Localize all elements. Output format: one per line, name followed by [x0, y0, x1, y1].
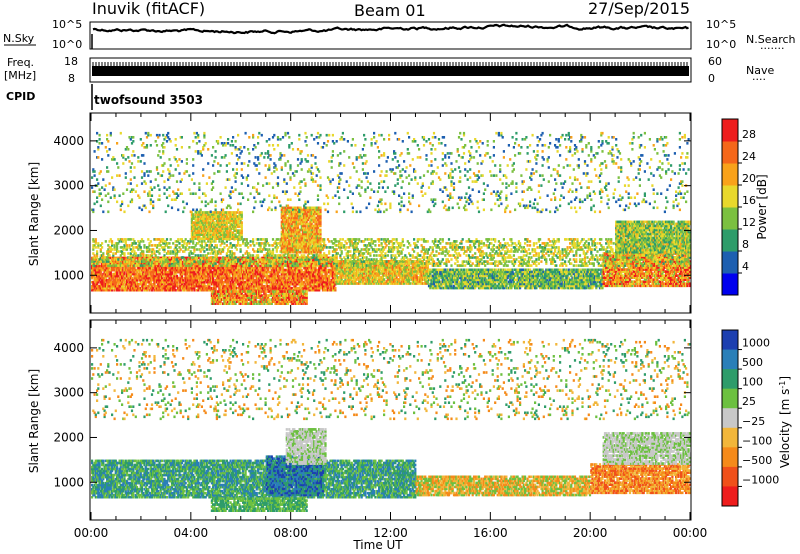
- noise-search-dots: .......: [760, 39, 784, 52]
- noise-panel: N.Sky 10^5 10^0 10^5 10^0 N.Search .....…: [3, 18, 796, 52]
- nave-band: [92, 66, 689, 76]
- power-echo-cells: [91, 132, 691, 305]
- noise-right-bottom-tick: 10^0: [706, 38, 736, 51]
- noise-left-bottom-tick: 10^0: [52, 38, 82, 51]
- noise-trace: [93, 25, 689, 33]
- frequency-panel: Freq. [MHz] 18 8 60 0 Nave ....: [4, 55, 774, 85]
- radar-summary-plot: Inuvik (fitACF) Beam 01 27/Sep/2015 N.Sk…: [0, 0, 800, 554]
- freq-label: Freq.: [7, 56, 34, 69]
- nave-ticks: [93, 62, 687, 66]
- power-cell: [175, 289, 177, 292]
- beam-label: Beam 01: [354, 1, 426, 20]
- nave-top-tick: 60: [708, 55, 722, 68]
- noise-right-top-tick: 10^5: [706, 18, 736, 31]
- cpid-label: CPID: [6, 90, 35, 103]
- noise-sky-label: N.Sky: [3, 32, 35, 45]
- radar-title: Inuvik (fitACF): [92, 0, 205, 18]
- freq-unit-label: [MHz]: [4, 69, 36, 82]
- freq-top-tick: 18: [64, 55, 78, 68]
- cpid-row: CPID twofsound 3503: [6, 84, 203, 110]
- cpid-value: twofsound 3503: [94, 93, 203, 107]
- nave-bottom-tick: 0: [708, 72, 715, 85]
- noise-left-top-tick: 10^5: [52, 18, 82, 31]
- date-label: 27/Sep/2015: [588, 0, 690, 18]
- freq-bottom-tick: 8: [68, 72, 75, 85]
- nave-dots: ....: [752, 70, 766, 83]
